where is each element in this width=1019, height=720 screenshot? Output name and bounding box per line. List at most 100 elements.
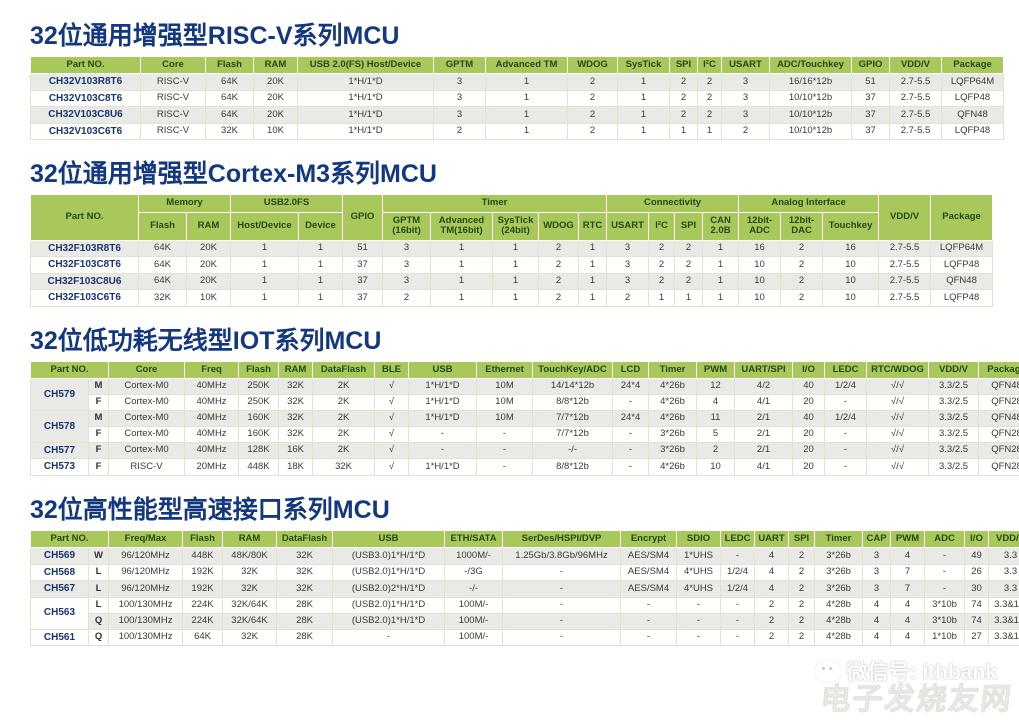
col-header: DataFlash [276,529,334,549]
cell-value: - [720,628,756,647]
cell-value: 10 [822,272,880,291]
cell-part-number: CH32V103C8T6 [30,89,141,108]
cell-value: 1.25Gb/3.8Gb/96MHz [502,547,622,565]
cell-value: 32K [276,547,334,565]
cell-value: (USB2.0)1*H/1*D [332,612,446,630]
cell-value: 64K [205,73,254,91]
cell-value: 1 [577,256,608,274]
cell-value: QFN28 [978,394,1019,412]
cell-value: 2 [669,73,698,91]
cell-value: 4/1 [734,394,794,412]
col-header: RTC/WDOG [866,360,930,380]
col-header: Advanced TM(16bit) [430,211,493,241]
cell-part-number: CH32F103C8T6 [30,256,139,274]
cell-variant: Q [87,628,110,647]
cell-value: 1*H/1*D [297,73,434,91]
col-header: SPI [674,211,704,241]
cell-value: 96/120MHz [108,563,184,582]
cell-value: - [620,596,678,614]
col-header: SDIO [676,529,722,549]
cell-value: 2/1 [734,441,794,460]
page-title-highspeed: 32位高性能型高速接口系列MCU [30,495,390,524]
cell-value: 2 [567,106,618,124]
cell-value: 20K [186,272,231,291]
col-header: RAM [186,211,231,241]
cell-value: 160K [238,425,280,443]
cell-value: 1*UHS [676,547,722,565]
cell-value: 2/1 [734,410,794,427]
table-row: CH32F103C8U6 64K 20K 1 1 37 3 1 1 2 1 3 2 2 1 10 2 10 2.7-… [30,272,994,291]
col-header-group: Timer [381,194,608,213]
cell-value: LQFP48 [930,256,994,274]
col-header: USB 2.0(FS) Host/Device [297,55,434,75]
cell-value: Cortex-M0 [108,410,186,427]
cell-value: 10M [476,394,534,412]
cell-value: LQFP48 [941,122,1004,141]
cell-value: 10 [738,272,782,291]
table-row: CH577 F Cortex-M0 40MHz 128K 16K 2K √ - - -/- -3*26… [30,441,1019,460]
cell-value: 20K [186,239,231,258]
col-header: 12bit-ADC [738,211,782,241]
cell-value: 224K [182,596,224,614]
cell-value: 64K [182,628,224,647]
cell-value: 18K [278,458,314,476]
cell-value: Cortex-M0 [108,425,186,443]
cell-value: 32K [278,378,314,396]
cell-value: 2.7-5.5 [889,122,942,141]
cell-value: 32K [278,394,314,412]
cell-value: 1*10b [924,628,966,647]
cell-value: 3.3&1.8 [988,596,1019,614]
cell-value: -/- [444,580,504,598]
cell-value: 10K [186,289,231,307]
cell-value: - [476,425,534,443]
cell-value: √ [374,441,410,460]
col-header: Ethernet [476,360,534,380]
cell-value: 1 [577,289,608,307]
cell-value: 4*UHS [676,563,722,582]
cell-value: 2 [669,89,698,108]
cell-value: 4 [890,596,926,614]
cell-value: 1*H/1*D [297,122,434,141]
cell-value: 2 [648,239,676,258]
cell-value: -/- [532,441,614,460]
table-row: Q 100/130MHz 224K 32K/64K 28K (USB2.0)1*H/1*D… [31,612,1019,630]
cell-value: LQFP48 [941,89,1004,108]
cell-value: 1/2/4 [720,563,756,582]
cell-value: 37 [851,122,890,141]
cell-value: 28K [276,628,334,647]
cell-value: 2 [780,256,824,274]
cell-value: 74 [964,612,990,630]
col-header: VDD/V [889,55,942,75]
table-header-row: Part NO. Core Flash RAM USB 2.0(FS) Host… [30,55,1004,75]
cell-value: QFN48 [978,410,1019,427]
cell-value: 3.3 [988,580,1019,598]
col-header: DataFlash [312,360,376,380]
cell-value: 40MHz [184,378,240,396]
cell-value: - [476,458,534,476]
col-header: Core [108,360,186,380]
cell-value: 1 [230,289,299,307]
cell-value: 3 [721,89,770,108]
col-header-group: VDD/V [878,194,932,241]
cell-value: - [824,441,868,460]
cell-value: 3 [433,89,486,108]
cell-value: 37 [851,106,890,124]
cell-value: √/√ [866,410,930,427]
cell-value: - [476,441,534,460]
cell-value: 1 [492,256,539,274]
cell-value: 3 [433,73,486,91]
cell-value: QFN48 [978,378,1019,396]
cell-value: QFN48 [941,106,1004,124]
cell-value: 40 [792,410,826,427]
cell-value: 1 [492,289,539,307]
cell-value: 32K [312,458,376,476]
col-header: Advanced TM [485,55,568,75]
col-header: TouchKey/ADC [532,360,614,380]
cell-value: - [502,612,622,630]
watermark-brand-text: 微信号: ithbank [846,661,998,684]
cell-value: LQFP48 [930,289,994,307]
cell-value: - [612,394,650,412]
cell-value: 1*H/1*D [408,410,478,427]
cell-value: 2.7-5.5 [889,73,942,91]
